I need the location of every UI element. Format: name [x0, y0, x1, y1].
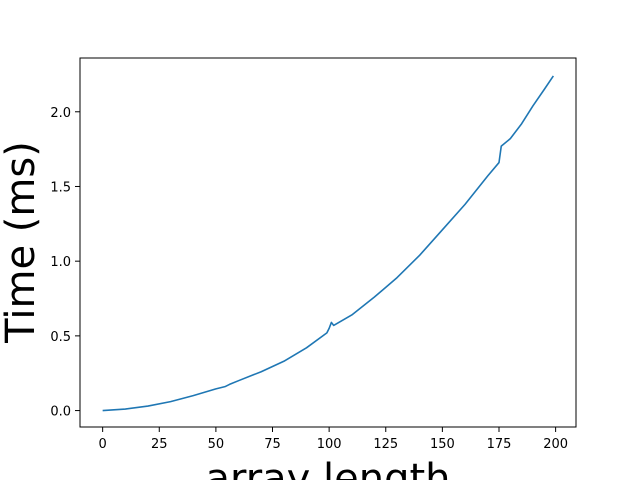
- x-tick-label: 175: [487, 437, 512, 452]
- x-tick-label: 200: [543, 437, 568, 452]
- y-axis-label: Time (ms): [0, 141, 44, 344]
- x-axis-label: array length: [205, 456, 450, 480]
- y-tick-label: 2.0: [50, 106, 71, 121]
- x-tick-label: 125: [373, 437, 398, 452]
- x-tick-label: 0: [99, 437, 107, 452]
- series-line: [102, 75, 555, 412]
- y-tick-label: 1.0: [50, 255, 71, 270]
- x-tick-label: 100: [317, 437, 342, 452]
- y-tick-label: 1.5: [50, 180, 71, 195]
- y-tick-label: 0.0: [50, 405, 71, 420]
- x-tick-label: 75: [264, 437, 281, 452]
- y-tick-label: 0.5: [50, 330, 71, 345]
- x-tick-label: 50: [208, 437, 225, 452]
- series-layer: [102, 75, 555, 412]
- x-tick-label: 25: [151, 437, 168, 452]
- plot-area: [79, 57, 577, 428]
- x-tick-label: 150: [430, 437, 455, 452]
- x-axis-ticks: 0 25 50 75 100 125 150 175 200: [99, 427, 568, 452]
- y-axis-ticks: 0.0 0.5 1.0 1.5 2.0: [50, 106, 80, 420]
